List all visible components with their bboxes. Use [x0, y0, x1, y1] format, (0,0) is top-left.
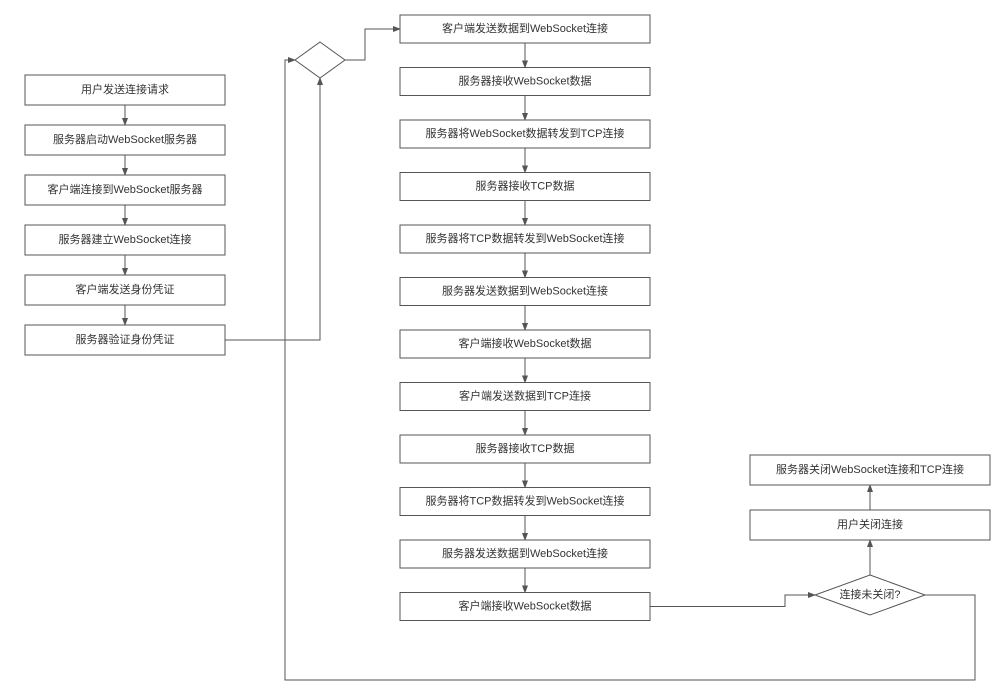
decision-D1 — [295, 42, 345, 78]
flow-label-R1: 服务器关闭WebSocket连接和TCP连接 — [776, 462, 964, 476]
flow-label-L3: 客户端连接到WebSocket服务器 — [47, 182, 202, 196]
flow-label-C7: 客户端接收WebSocket数据 — [458, 336, 591, 350]
flow-label-C6: 服务器发送数据到WebSocket连接 — [442, 284, 608, 298]
flow-arrow — [650, 595, 815, 607]
flow-label-C11: 服务器发送数据到WebSocket连接 — [442, 546, 608, 560]
flow-label-C10: 服务器将TCP数据转发到WebSocket连接 — [425, 494, 624, 508]
flow-label-C4: 服务器接收TCP数据 — [476, 179, 575, 193]
flow-label-C8: 客户端发送数据到TCP连接 — [459, 389, 591, 403]
flow-label-C5: 服务器将TCP数据转发到WebSocket连接 — [425, 231, 624, 245]
flowchart-canvas: 用户发送连接请求服务器启动WebSocket服务器客户端连接到WebSocket… — [0, 0, 1000, 695]
flow-label-L2: 服务器启动WebSocket服务器 — [53, 133, 197, 146]
flow-label-R2: 用户关闭连接 — [837, 517, 903, 531]
flow-arrow — [345, 29, 400, 60]
decision-label-D2: 连接未关闭? — [839, 587, 900, 601]
flow-label-C3: 服务器将WebSocket数据转发到TCP连接 — [425, 126, 624, 140]
flow-label-L4: 服务器建立WebSocket连接 — [58, 232, 191, 246]
flow-label-L5: 客户端发送身份凭证 — [76, 282, 175, 296]
flow-label-C1: 客户端发送数据到WebSocket连接 — [442, 21, 608, 35]
flow-arrow — [225, 78, 320, 340]
flow-label-C9: 服务器接收TCP数据 — [476, 441, 575, 455]
flow-label-C12: 客户端接收WebSocket数据 — [458, 599, 591, 613]
flow-label-C2: 服务器接收WebSocket数据 — [458, 74, 591, 88]
flow-label-L6: 服务器验证身份凭证 — [76, 332, 175, 346]
flow-label-L1: 用户发送连接请求 — [81, 82, 169, 96]
